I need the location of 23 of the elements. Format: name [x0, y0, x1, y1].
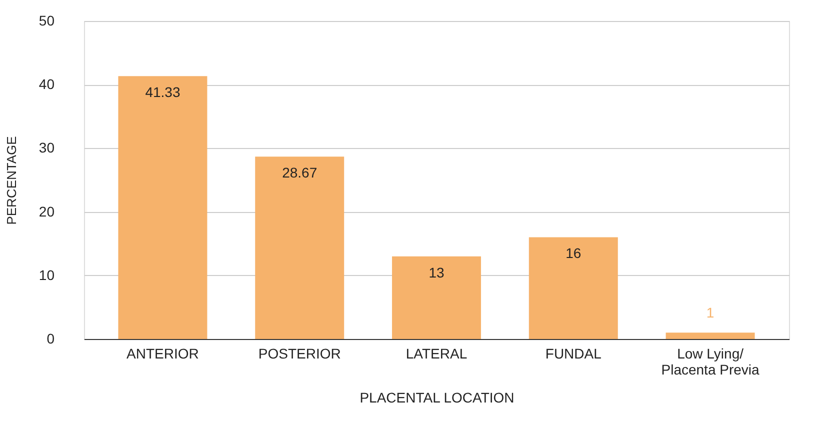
- bar: [528, 237, 618, 339]
- y-tick-label: 20: [38, 203, 55, 220]
- y-axis-title: PERCENTAGE: [4, 136, 19, 225]
- x-tick-label: LATERAL: [406, 346, 468, 362]
- bar: [392, 256, 481, 339]
- bar: [118, 76, 208, 339]
- y-tick-label: 40: [38, 76, 55, 92]
- data-label: 13: [428, 264, 444, 280]
- data-label: 28.67: [282, 164, 318, 181]
- x-axis-title: PLACENTAL LOCATION: [360, 390, 514, 406]
- x-tick-label: POSTERIOR: [258, 346, 341, 362]
- x-tick-label: Low Lying/ Placenta Previa: [661, 346, 760, 378]
- y-tick-label: 10: [38, 266, 55, 283]
- x-tick-label: ANTERIOR: [126, 346, 199, 362]
- data-label: 1: [706, 304, 714, 321]
- bar: [255, 156, 344, 339]
- y-tick-label: 0: [46, 330, 55, 346]
- data-label: 16: [566, 245, 582, 262]
- data-label: 41.33: [145, 84, 180, 100]
- x-tick-label: FUNDAL: [545, 346, 602, 362]
- bar: [666, 332, 755, 339]
- y-tick-label: 50: [38, 12, 55, 28]
- y-tick-label: 30: [38, 140, 55, 156]
